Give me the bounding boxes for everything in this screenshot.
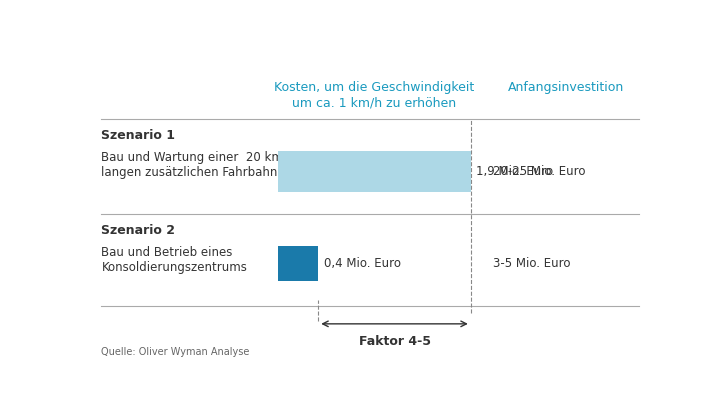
Text: Faktor 4-5: Faktor 4-5 [359, 335, 430, 348]
Text: Bau und Betrieb eines
Konsoldierungszentrums: Bau und Betrieb eines Konsoldierungszent… [101, 246, 248, 274]
Text: 1,9 Mio. Euro: 1,9 Mio. Euro [477, 165, 554, 178]
Text: Anfangsinvestition: Anfangsinvestition [508, 81, 624, 94]
Bar [278, 151, 471, 192]
Bar [278, 246, 318, 281]
Text: 3-5 Mio. Euro: 3-5 Mio. Euro [493, 257, 570, 270]
Text: 20-25 Mio. Euro: 20-25 Mio. Euro [493, 165, 586, 178]
Text: Bau und Wartung einer  20 km
langen zusätzlichen Fahrbahn: Bau und Wartung einer 20 km langen zusät… [101, 151, 283, 179]
Text: 0,4 Mio. Euro: 0,4 Mio. Euro [324, 257, 401, 270]
Text: Szenario 2: Szenario 2 [101, 224, 175, 237]
Text: Quelle: Oliver Wyman Analyse: Quelle: Oliver Wyman Analyse [101, 347, 250, 357]
Text: Szenario 1: Szenario 1 [101, 129, 175, 142]
Text: Kosten, um die Geschwindigkeit
um ca. 1 km/h zu erhöhen: Kosten, um die Geschwindigkeit um ca. 1 … [274, 81, 474, 109]
